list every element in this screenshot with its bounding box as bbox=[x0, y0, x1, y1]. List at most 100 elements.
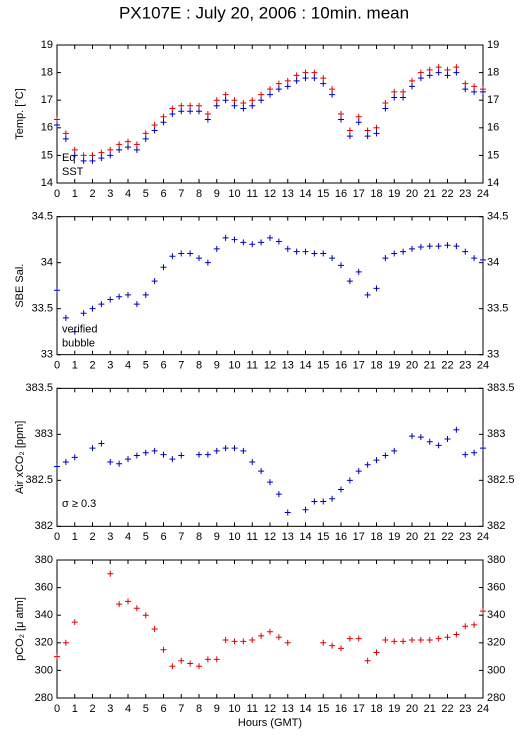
data-point bbox=[426, 243, 433, 250]
y-tick-label-right: 34.5 bbox=[487, 211, 508, 223]
y-tick-label-right: 33.5 bbox=[487, 303, 508, 315]
x-tick-label: 24 bbox=[477, 188, 489, 200]
data-point bbox=[400, 638, 407, 645]
data-point bbox=[125, 144, 131, 151]
data-point bbox=[275, 491, 282, 498]
data-point bbox=[480, 88, 486, 95]
data-point bbox=[133, 605, 140, 612]
data-point bbox=[346, 278, 353, 285]
data-point bbox=[462, 248, 469, 255]
x-tick-label: 23 bbox=[459, 531, 471, 543]
data-point bbox=[338, 116, 344, 123]
data-point bbox=[391, 447, 398, 454]
data-point bbox=[116, 601, 123, 608]
data-point bbox=[480, 445, 486, 452]
x-tick-label: 22 bbox=[441, 531, 453, 543]
data-point bbox=[125, 138, 131, 145]
x-tick-label: 0 bbox=[54, 703, 60, 715]
x-tick-label: 7 bbox=[178, 188, 184, 200]
x-tick-label: 13 bbox=[282, 360, 294, 372]
data-point bbox=[178, 108, 185, 115]
data-point bbox=[364, 461, 371, 468]
data-point bbox=[54, 122, 60, 129]
data-point bbox=[142, 135, 149, 142]
y-tick-label: 17 bbox=[41, 94, 53, 106]
data-point bbox=[133, 301, 140, 308]
x-tick-label: 10 bbox=[228, 531, 240, 543]
data-point bbox=[346, 635, 353, 642]
data-point bbox=[462, 451, 469, 458]
data-point bbox=[249, 102, 256, 109]
chart-title: PX107E : July 20, 2006 : 10min. mean bbox=[119, 3, 409, 22]
data-point bbox=[471, 255, 478, 262]
data-point bbox=[480, 608, 486, 615]
x-tick-label: 23 bbox=[459, 703, 471, 715]
x-tick-label: 14 bbox=[299, 188, 311, 200]
data-point bbox=[204, 111, 211, 117]
data-point bbox=[453, 243, 460, 250]
data-point bbox=[364, 127, 371, 134]
data-point bbox=[151, 447, 158, 454]
y-tick-label: 382 bbox=[35, 520, 53, 532]
data-point bbox=[355, 119, 362, 126]
data-point bbox=[302, 248, 309, 255]
x-tick-label: 6 bbox=[160, 360, 166, 372]
x-tick-label: 8 bbox=[196, 703, 202, 715]
data-point bbox=[462, 80, 469, 87]
data-point bbox=[222, 91, 229, 98]
data-point bbox=[151, 127, 158, 134]
data-point bbox=[426, 72, 433, 79]
data-point bbox=[267, 479, 273, 486]
data-point bbox=[258, 239, 265, 246]
x-tick-label: 14 bbox=[299, 703, 311, 715]
x-tick-label: 16 bbox=[335, 703, 347, 715]
data-point bbox=[169, 253, 176, 260]
data-point bbox=[196, 255, 202, 262]
x-tick-label: 21 bbox=[424, 531, 436, 543]
data-point bbox=[142, 449, 149, 456]
x-tick-label: 15 bbox=[317, 703, 329, 715]
x-tick-label: 5 bbox=[143, 360, 149, 372]
data-point bbox=[275, 80, 282, 87]
x-tick-label: 12 bbox=[264, 531, 276, 543]
data-point bbox=[54, 653, 60, 660]
data-point bbox=[329, 91, 336, 98]
annotation: σ ≥ 0.3 bbox=[62, 498, 96, 510]
data-point bbox=[204, 656, 211, 663]
data-point bbox=[400, 248, 407, 255]
data-point bbox=[178, 102, 185, 109]
x-tick-label: 6 bbox=[160, 531, 166, 543]
data-point bbox=[417, 75, 424, 82]
data-point bbox=[98, 149, 105, 156]
x-tick-label: 20 bbox=[406, 188, 418, 200]
x-tick-label: 24 bbox=[477, 531, 489, 543]
data-point bbox=[311, 498, 318, 505]
x-tick-label: 3 bbox=[107, 531, 113, 543]
x-tick-label: 24 bbox=[477, 360, 489, 372]
data-point bbox=[169, 456, 176, 463]
y-tick-label: 382.5 bbox=[25, 474, 53, 486]
data-point bbox=[222, 637, 229, 644]
x-tick-label: 7 bbox=[178, 360, 184, 372]
data-point bbox=[267, 234, 273, 241]
y-axis-label: pCO₂ [μ atm] bbox=[14, 597, 26, 661]
x-tick-label: 8 bbox=[196, 531, 202, 543]
x-tick-label: 2 bbox=[89, 188, 95, 200]
data-point bbox=[391, 94, 398, 101]
data-point bbox=[89, 157, 96, 164]
data-point bbox=[382, 637, 389, 644]
data-point bbox=[196, 451, 202, 458]
x-tick-label: 12 bbox=[264, 188, 276, 200]
data-point bbox=[480, 256, 486, 263]
x-tick-label: 15 bbox=[317, 531, 329, 543]
y-tick-label: 18 bbox=[41, 67, 53, 79]
y-tick-label-right: 380 bbox=[487, 554, 505, 566]
data-point bbox=[160, 119, 167, 126]
data-point bbox=[98, 301, 105, 308]
x-tick-label: 1 bbox=[72, 703, 78, 715]
y-tick-label: 34 bbox=[41, 257, 53, 269]
data-point bbox=[373, 649, 380, 656]
data-point bbox=[98, 155, 105, 162]
data-point bbox=[417, 434, 424, 441]
data-point bbox=[116, 293, 123, 300]
